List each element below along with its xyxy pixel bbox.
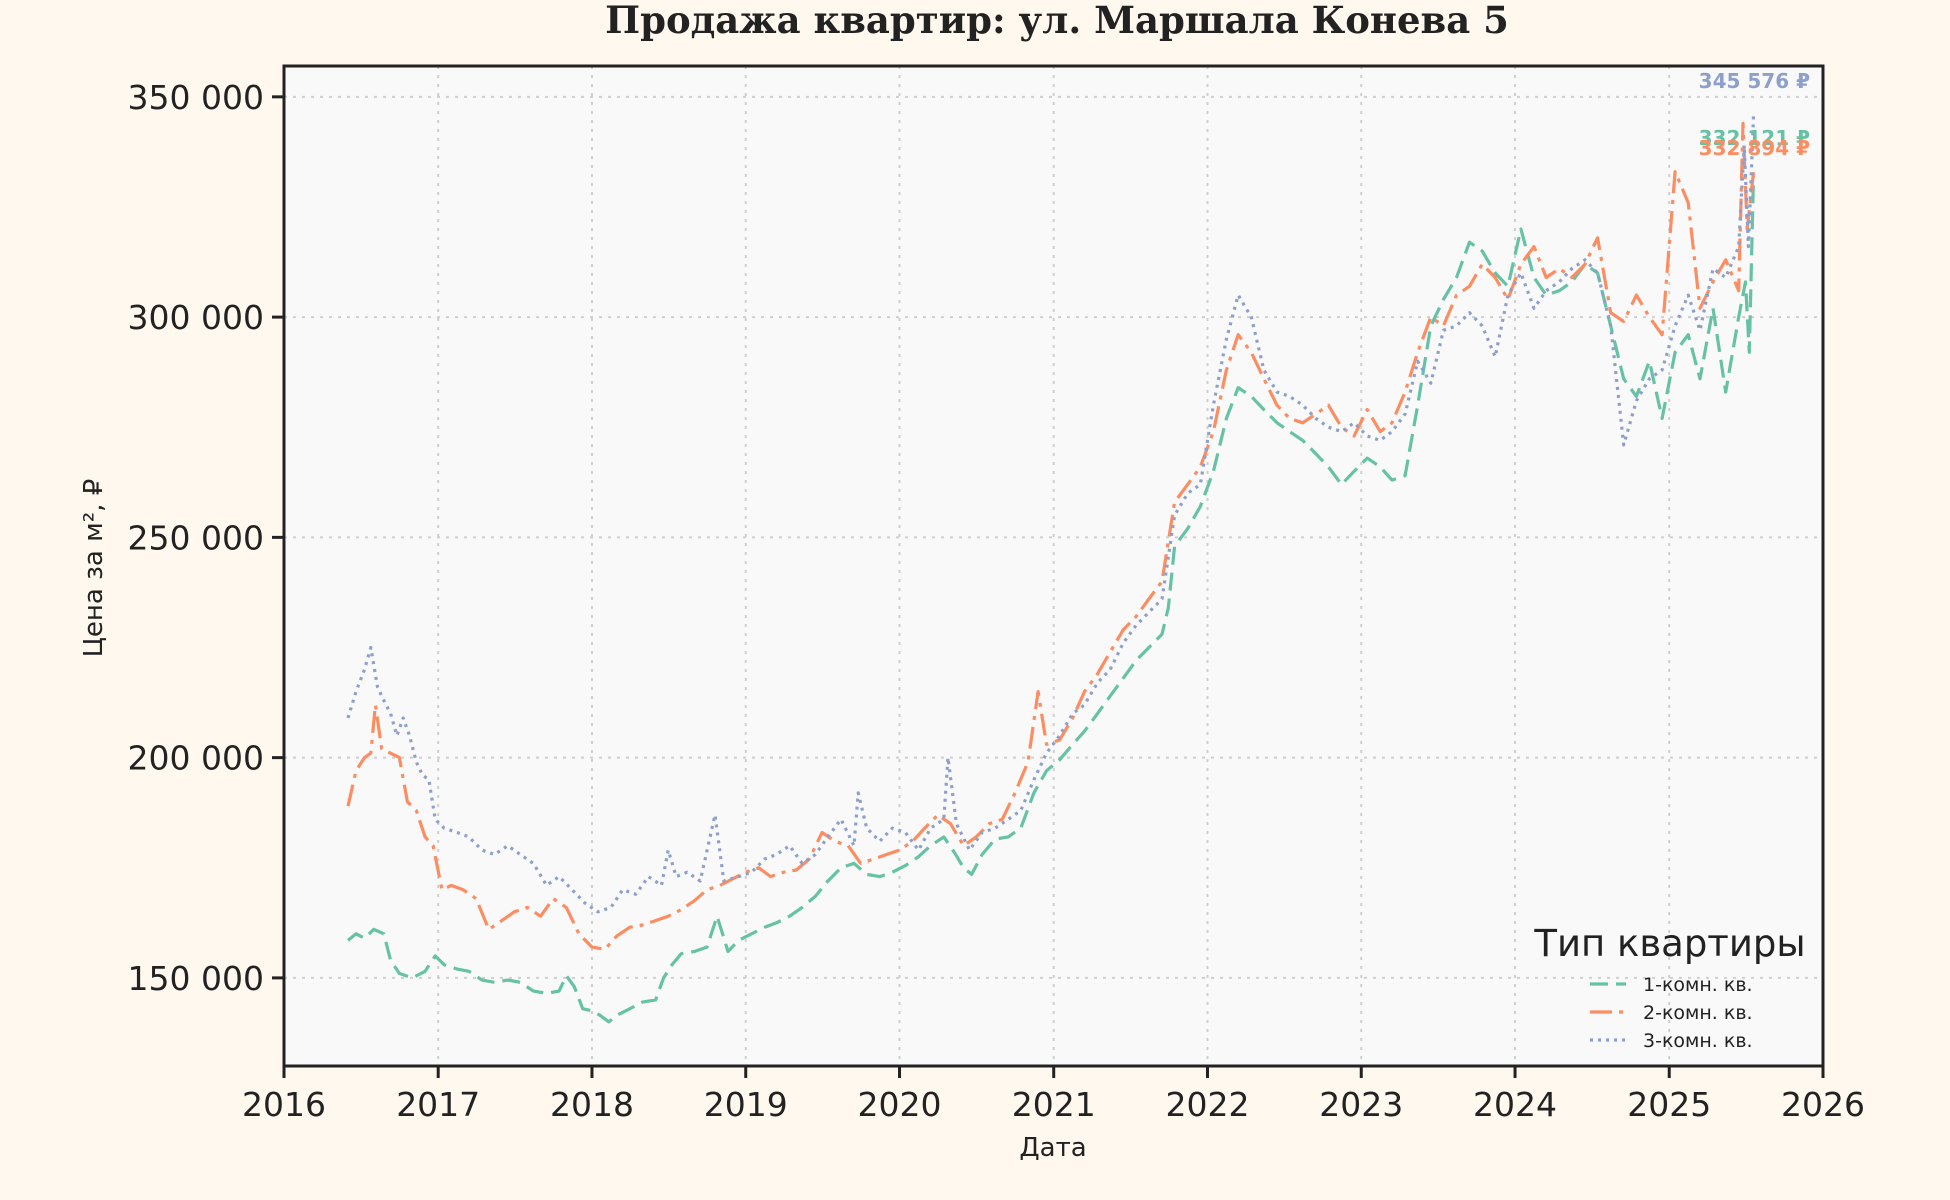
legend-label-2: 2-комн. кв.: [1643, 1002, 1753, 1024]
series-line-3: [346, 116, 1756, 914]
x-tick-label: 2024: [1473, 1085, 1557, 1124]
legend-label-3: 3-комн. кв.: [1643, 1030, 1753, 1052]
y-tick-label: 200 000: [128, 739, 264, 778]
series-end-label-3: 345 576 ₽: [1699, 69, 1810, 93]
legend-title: Тип квартиры: [1533, 922, 1805, 965]
legend-label-1: 1-комн. кв.: [1643, 974, 1753, 996]
series-line-2: [346, 121, 1756, 951]
x-tick-label: 2023: [1319, 1085, 1403, 1124]
x-tick-label: 2020: [858, 1085, 942, 1124]
end-labels: 332 121 ₽332 894 ₽ 345 576 ₽: [1699, 69, 1810, 160]
series-end-label-2: 332 894 ₽: [1699, 136, 1810, 160]
series-line-1: [346, 175, 1756, 1024]
y-tick-label: 250 000: [128, 518, 264, 557]
y-axis-label: Цена за м², ₽: [79, 479, 109, 658]
y-tick-label: 350 000: [128, 78, 264, 117]
y-tick-label: 300 000: [128, 298, 264, 337]
x-tick-label: 2018: [550, 1085, 634, 1124]
legend: Тип квартиры 1-комн. кв. 2-комн. кв. 3-ком…: [1533, 922, 1805, 1052]
series-end-label-1: 332 121 ₽: [1699, 126, 1810, 150]
x-tick-label: 2022: [1165, 1085, 1249, 1124]
y-axis: 150 000 200 000 250 000 300 000 350 000: [128, 78, 284, 998]
x-tick-label: 2016: [242, 1085, 326, 1124]
series-layer: [346, 116, 1756, 1024]
x-tick-label: 2021: [1012, 1085, 1096, 1124]
x-tick-label: 2019: [704, 1085, 788, 1124]
x-axis-label: Дата: [1019, 1133, 1086, 1163]
x-tick-label: 2025: [1627, 1085, 1711, 1124]
x-tick-label: 2026: [1781, 1085, 1865, 1124]
plot-area: [284, 66, 1823, 1066]
chart-title: Продажа квартир: ул. Маршала Конева 5: [605, 0, 1509, 42]
x-axis: 2016 2017 2018 2019 2020 2021 2022 2023 2024 2025…: [242, 1066, 1865, 1124]
y-tick-label: 150 000: [128, 959, 264, 998]
x-tick-label: 2017: [396, 1085, 480, 1124]
